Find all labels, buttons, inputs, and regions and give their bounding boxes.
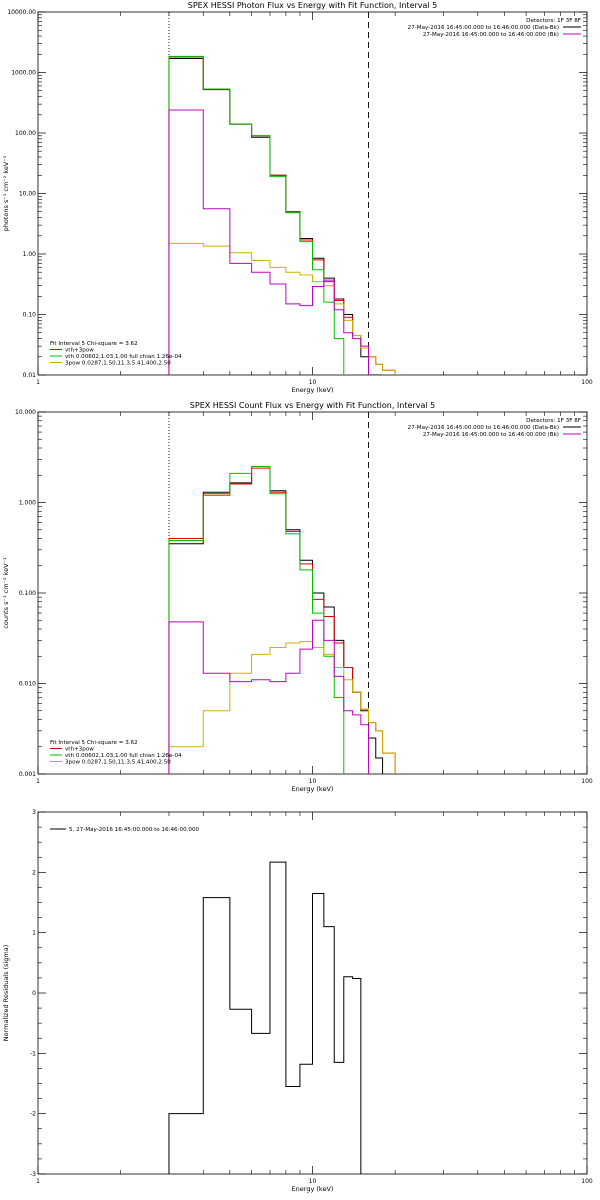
y-axis-label: Normalized Residuals (sigma) (2, 945, 10, 1042)
x-axis-label: Energy (keV) (292, 785, 334, 793)
x-tick-label: 10 (309, 1178, 317, 1185)
fit-legend-label: 3pow 0.0287,1.50,11.3,5.41,400,2.50 (65, 760, 171, 766)
x-tick-label: 10 (309, 778, 317, 785)
y-tick-label: 10000.00 (7, 9, 36, 16)
series-line-1 (168, 58, 383, 375)
y-tick-label: 100.00 (15, 130, 36, 137)
series-line-3 (168, 465, 345, 774)
series-line-5 (168, 619, 370, 774)
legend-entry-label: 27-May-2016 16:45:00.000 to 16:46:00.000… (408, 425, 559, 431)
series-line-3 (168, 55, 345, 375)
y-tick-label: 10.000 (15, 409, 36, 416)
legend-entry-label: 5, 27-May-2016 16:45:00.000 to 16:46:00.… (69, 827, 200, 833)
fit-legend-label: vth+3pow (65, 348, 94, 354)
series-line-5 (168, 109, 370, 375)
y-axis-label: counts s⁻¹ cm⁻² keV⁻¹ (2, 557, 10, 629)
fit-legend-label: 3pow 0.0287,1.50,11.3,5.41,400,2.50 (65, 361, 171, 367)
legend-fit: Fit Interval 5 Chi-square = 3.62vth+3pow… (50, 740, 182, 766)
legend-header: Detectors: 1F 3F 8F (526, 18, 581, 24)
y-axis-label: photons s⁻¹ cm⁻² keV⁻¹ (2, 155, 10, 231)
x-tick-label: 100 (581, 778, 593, 785)
chart-title: SPEX HESSI Photon Flux vs Energy with Fi… (188, 1, 438, 10)
y-tick-label: 0.010 (19, 681, 36, 688)
x-tick-label: 10 (309, 379, 317, 386)
y-tick-label: -3 (30, 1171, 36, 1178)
fit-legend-header: Fit Interval 5 Chi-square = 3.62 (50, 740, 138, 746)
y-tick-label: 1.000 (19, 500, 36, 507)
y-tick-label: 0.01 (23, 372, 37, 379)
series-group (168, 55, 396, 375)
y-tick-label: 0 (32, 990, 36, 997)
legend-top: 5, 27-May-2016 16:45:00.000 to 16:46:00.… (50, 827, 200, 833)
fit-legend-label: vth+3pow (65, 747, 94, 753)
y-tick-label: 2 (32, 869, 36, 876)
series-line-1 (168, 861, 362, 1174)
y-tick-label: 0.10 (23, 312, 37, 319)
y-tick-label: 0.001 (19, 771, 36, 778)
chart-panel-1: SPEX HESSI Photon Flux vs Energy with Fi… (2, 1, 593, 394)
series-line-2 (168, 56, 396, 375)
series-group (168, 861, 362, 1174)
y-tick-label: 1 (32, 930, 36, 937)
x-tick-label: 100 (581, 1178, 593, 1185)
fit-legend-header: Fit Interval 5 Chi-square = 3.62 (50, 341, 138, 347)
series-group (168, 465, 396, 774)
y-tick-label: 0.100 (19, 590, 36, 597)
x-tick-label: 1 (36, 1178, 40, 1185)
x-axis-label: Energy (keV) (292, 386, 334, 394)
y-tick-label: 10.00 (19, 191, 36, 198)
chart-panel-2: SPEX HESSI Count Flux vs Energy with Fit… (2, 401, 593, 793)
legend-entry-label: 27-May-2016 16:45:00.000 to 16:46:00.000… (408, 25, 559, 31)
plot-frame (37, 11, 588, 376)
fit-legend-label: vth 0.00602,1.03,1.00 full chian 1.26e-0… (65, 354, 182, 360)
fit-legend-label: vth 0.00602,1.03,1.00 full chian 1.26e-0… (65, 753, 182, 759)
y-tick-label: 1.00 (23, 251, 37, 258)
y-tick-label: -1 (30, 1050, 36, 1057)
legend-fit: Fit Interval 5 Chi-square = 3.62vth+3pow… (50, 341, 182, 367)
legend-entry-label: 27-May-2016 16:45:00.000 to 16:46:00.000… (423, 32, 559, 38)
chart-title: SPEX HESSI Count Flux vs Energy with Fit… (190, 401, 435, 410)
legend-header: Detectors: 1F 3F 8F (526, 418, 581, 424)
y-tick-label: 1000.00 (11, 70, 36, 77)
y-tick-label: 3 (32, 809, 36, 816)
x-tick-label: 1 (36, 778, 40, 785)
series-line-1 (168, 465, 384, 774)
x-axis-label: Energy (keV) (292, 1185, 334, 1193)
legend-entry-label: 27-May-2016 16:45:00.000 to 16:46:00.000… (423, 432, 559, 438)
y-tick-label: -2 (30, 1111, 36, 1118)
x-tick-label: 100 (581, 379, 593, 386)
series-line-4 (168, 641, 396, 774)
x-tick-label: 1 (36, 379, 40, 386)
